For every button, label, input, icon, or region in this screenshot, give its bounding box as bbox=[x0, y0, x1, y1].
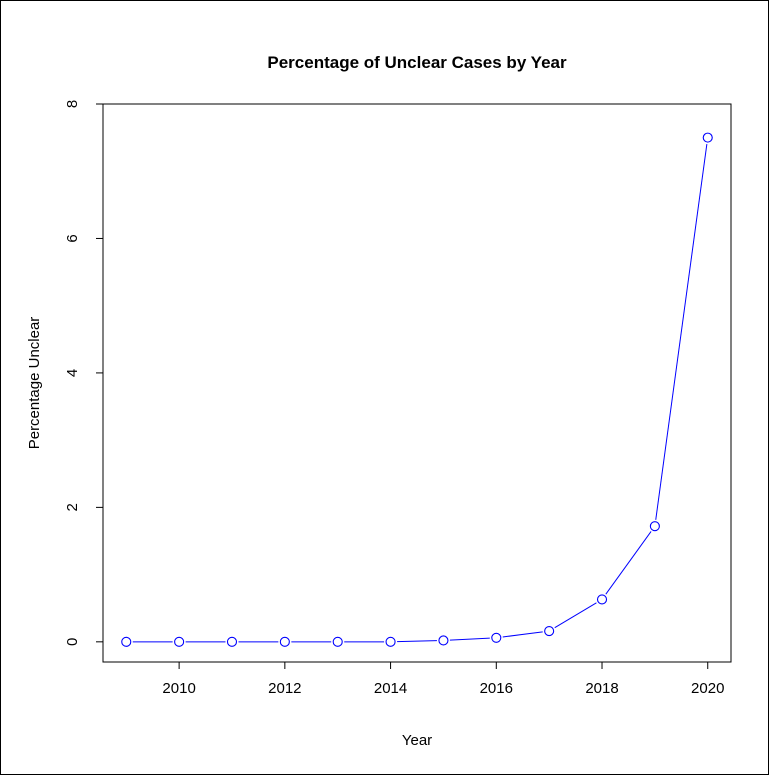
series-line-segment bbox=[397, 640, 437, 643]
series-line-segment bbox=[449, 637, 490, 641]
data-point-2013 bbox=[332, 636, 343, 647]
series-line-segment bbox=[605, 531, 652, 595]
y-tick-label: 6 bbox=[64, 234, 81, 242]
x-tick-label: 2014 bbox=[374, 680, 407, 697]
y-axis: 0 2 4 6 8 bbox=[64, 100, 103, 646]
data-point-2019 bbox=[649, 521, 660, 532]
data-point-2018 bbox=[596, 594, 608, 605]
data-point-2010 bbox=[174, 636, 185, 647]
y-axis-label: Percentage Unclear bbox=[26, 317, 43, 450]
data-point-2015 bbox=[438, 635, 449, 646]
y-tick-label: 0 bbox=[64, 638, 81, 646]
y-tick-label: 2 bbox=[64, 503, 81, 511]
x-tick-label: 2020 bbox=[691, 680, 724, 697]
series-layer bbox=[121, 132, 713, 647]
x-tick-label: 2016 bbox=[480, 680, 513, 697]
x-axis: 2010 2012 2014 2016 2018 2020 bbox=[162, 662, 724, 697]
x-axis-label: Year bbox=[402, 732, 432, 749]
data-point-2009 bbox=[121, 636, 132, 647]
y-tick-label: 4 bbox=[64, 369, 81, 377]
chart-title: Percentage of Unclear Cases by Year bbox=[267, 53, 567, 72]
data-point-2012 bbox=[279, 636, 290, 647]
series-line-segment bbox=[655, 143, 708, 520]
series-line-segment bbox=[554, 602, 597, 629]
plot-area bbox=[102, 103, 732, 663]
data-point-2014 bbox=[385, 636, 396, 647]
x-tick-label: 2018 bbox=[585, 680, 618, 697]
data-point-2017 bbox=[544, 626, 555, 637]
series-line-segment bbox=[502, 631, 543, 638]
y-tick-label: 8 bbox=[64, 100, 81, 108]
data-point-2016 bbox=[491, 632, 502, 643]
x-tick-label: 2012 bbox=[268, 680, 301, 697]
x-tick-label: 2010 bbox=[162, 680, 195, 697]
data-point-2020 bbox=[702, 132, 713, 143]
data-point-2011 bbox=[226, 636, 238, 647]
